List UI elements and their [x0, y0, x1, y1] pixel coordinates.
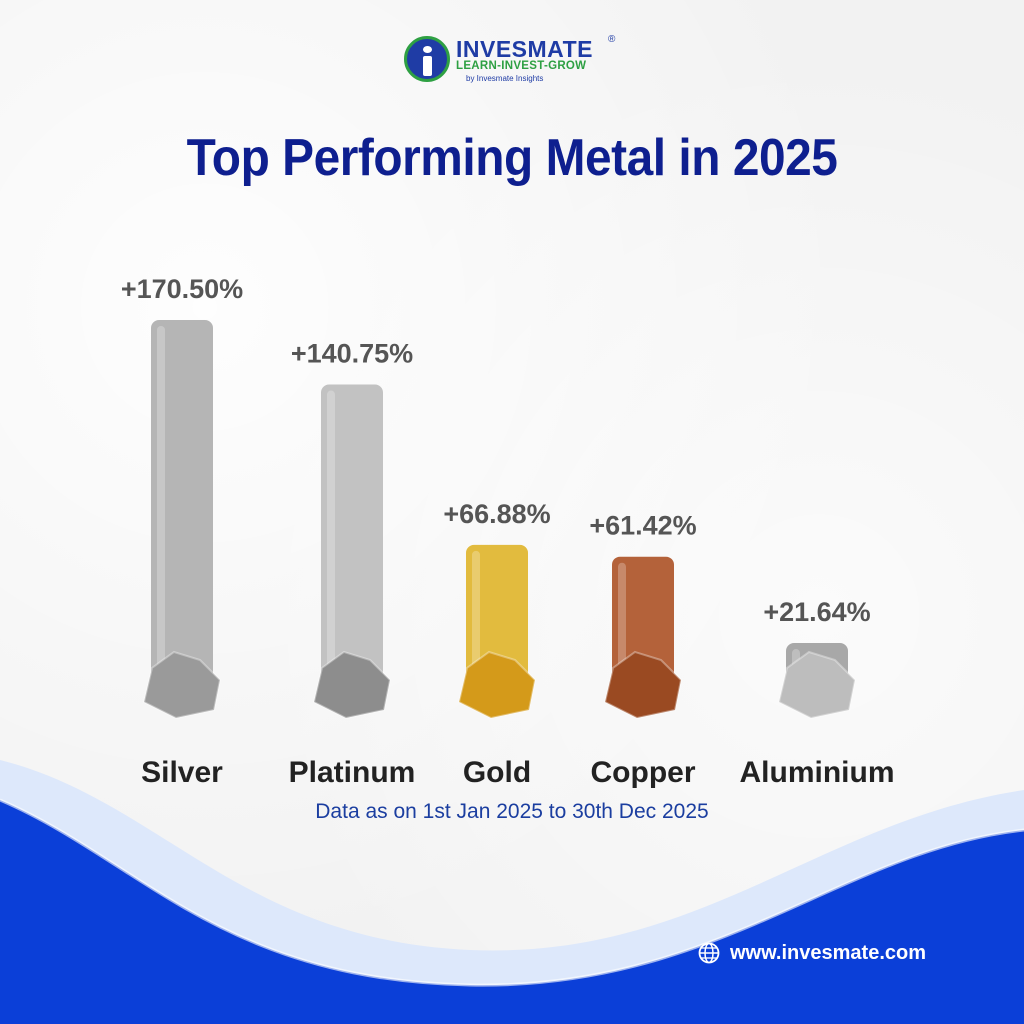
website-link[interactable]: www.invesmate.com — [698, 938, 926, 968]
value-label-aluminium: +21.64% — [763, 597, 870, 627]
invesmate-logo-icon — [404, 36, 450, 82]
page-title: Top Performing Metal in 2025 — [186, 129, 838, 187]
value-label-silver: +170.50% — [121, 274, 243, 304]
category-label-platinum: Platinum — [289, 756, 416, 789]
nugget-platinum — [312, 650, 392, 720]
value-label-copper: +61.42% — [589, 511, 696, 541]
registered-mark: ® — [608, 34, 616, 45]
website-url: www.invesmate.com — [730, 941, 926, 964]
data-footnote: Data as on 1st Jan 2025 to 30th Dec 2025 — [315, 800, 709, 823]
nugget-gold — [457, 650, 537, 720]
bar-platinum — [321, 384, 383, 700]
bar-highlight-copper — [618, 562, 626, 690]
category-label-gold: Gold — [463, 756, 531, 789]
category-label-silver: Silver — [141, 756, 223, 789]
globe-icon — [698, 942, 720, 964]
bar-highlight-silver — [157, 326, 165, 690]
brand-byline: by Invesmate Insights — [466, 74, 544, 83]
bar-highlight-platinum — [327, 390, 335, 690]
nugget-copper — [603, 650, 683, 720]
nugget-aluminium — [777, 650, 857, 720]
nugget-silver — [142, 650, 222, 720]
brand-tagline: LEARN-INVEST-GROW — [456, 60, 587, 72]
value-label-gold: +66.88% — [443, 499, 550, 529]
bar-highlight-gold — [472, 550, 480, 690]
value-label-platinum: +140.75% — [291, 339, 413, 369]
brand-logo: INVESMATE ® LEARN-INVEST-GROW by Invesma… — [404, 34, 620, 86]
bar-silver — [151, 320, 213, 700]
category-label-copper: Copper — [591, 756, 696, 789]
category-label-aluminium: Aluminium — [740, 756, 895, 789]
brand-name: INVESMATE — [456, 36, 593, 62]
